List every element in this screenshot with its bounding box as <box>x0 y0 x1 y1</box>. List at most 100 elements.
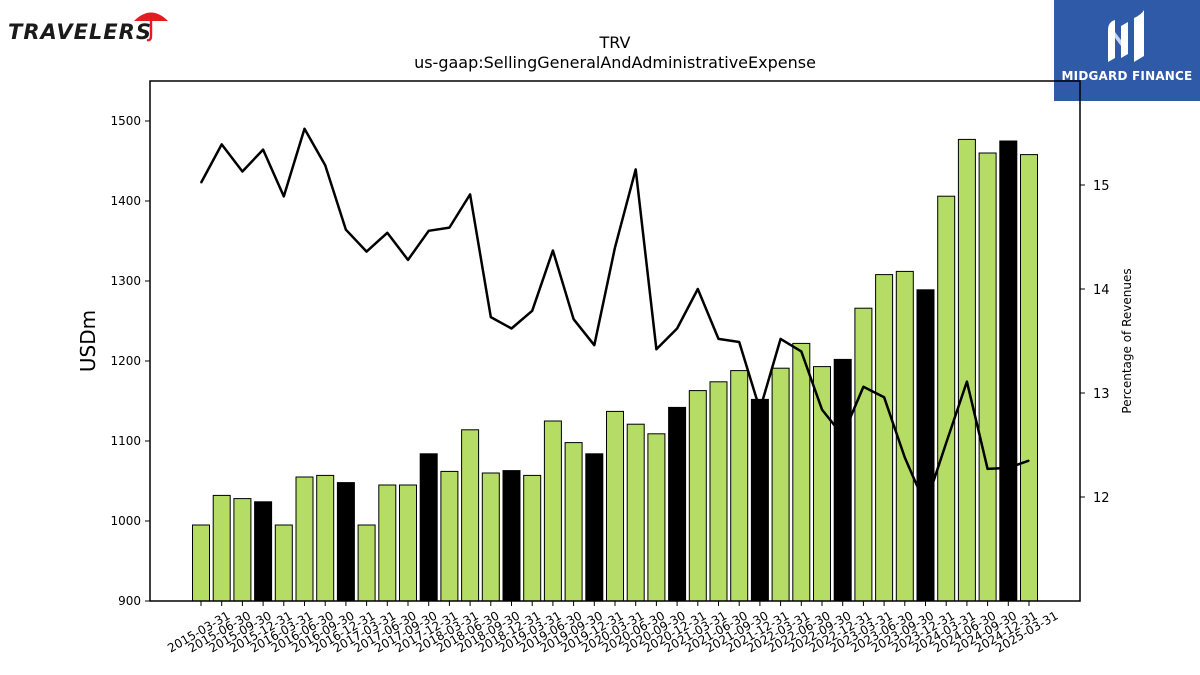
bar-2018-09-30 <box>481 472 500 602</box>
line-point-2022-03-31 <box>780 338 782 340</box>
line-point-2022-06-30 <box>800 350 802 352</box>
y-tick-label: 1000 <box>110 514 141 528</box>
bar-2016-06-30 <box>295 476 314 602</box>
bar-2023-06-30 <box>875 274 894 602</box>
bar-2023-03-31 <box>854 307 873 602</box>
bar-2016-03-31 <box>274 524 293 602</box>
line-point-2023-06-30 <box>883 396 885 398</box>
line-point-2018-12-31 <box>510 327 513 330</box>
bar-2018-03-31 <box>440 470 459 602</box>
line-point-2016-03-31 <box>283 195 285 198</box>
bar-2017-06-30 <box>378 484 397 602</box>
bar-2019-12-31 <box>585 453 604 602</box>
y-tick-label: 1100 <box>110 434 141 448</box>
y2-axis-label: Percentage of Revenues <box>1120 268 1134 413</box>
bar-2022-09-30 <box>813 366 831 602</box>
bar-2019-06-30 <box>543 420 562 602</box>
bar-2025-03-31 <box>1020 154 1038 602</box>
bar-2019-03-31 <box>523 474 542 602</box>
line-point-2024-03-31 <box>945 442 947 444</box>
line-point-2020-03-31 <box>614 246 616 248</box>
bar-2015-06-30 <box>212 494 231 602</box>
bar-2020-12-31 <box>668 406 687 602</box>
line-point-2016-09-30 <box>324 164 326 166</box>
line-point-2021-09-30 <box>738 341 740 343</box>
bar-2015-03-31 <box>192 524 210 602</box>
line-point-2019-09-30 <box>573 318 575 320</box>
line-point-2024-06-30 <box>966 380 968 383</box>
bars <box>192 138 1038 602</box>
y2-tick-label: 12 <box>1093 491 1110 506</box>
y-tick-label: 1200 <box>110 354 141 368</box>
bar-2016-09-30 <box>316 474 335 602</box>
line-point-2018-09-30 <box>490 316 492 318</box>
line-point-2021-03-31 <box>697 288 699 290</box>
bar-2023-12-31 <box>916 289 935 602</box>
line-point-2021-06-30 <box>717 338 720 340</box>
line-point-2015-12-31 <box>262 149 264 151</box>
line-point-2025-03-31 <box>1028 460 1030 462</box>
bar-2019-09-30 <box>564 442 583 602</box>
bar-2020-03-31 <box>606 410 624 602</box>
bar-2021-03-31 <box>688 390 707 602</box>
line-point-2017-12-31 <box>428 230 430 232</box>
y-tick-label: 900 <box>118 594 141 608</box>
bar-2021-06-30 <box>709 381 728 602</box>
travelers-logo: TRAVELERS <box>8 6 178 46</box>
line-point-2015-06-30 <box>221 143 223 146</box>
line-point-2023-03-31 <box>862 386 865 388</box>
line-point-2021-12-31 <box>759 409 761 411</box>
line-point-2023-09-30 <box>904 456 906 459</box>
bar-2018-12-31 <box>502 470 521 602</box>
line-point-2018-06-30 <box>469 193 471 195</box>
line-series <box>199 127 1030 507</box>
bar-2024-09-30 <box>978 152 997 602</box>
line-point-2017-03-31 <box>366 250 368 253</box>
line-point-2020-06-30 <box>635 168 637 170</box>
umbrella-icon <box>134 12 168 42</box>
line-point-2015-03-31 <box>200 182 202 184</box>
bar-2024-06-30 <box>957 138 976 602</box>
y-axis: 900 1000 1100 1200 1300 1400 1500 <box>110 114 150 608</box>
bar-2017-09-30 <box>399 484 417 602</box>
bar-2016-12-31 <box>336 482 355 602</box>
travelers-wordmark: TRAVELERS <box>8 20 152 44</box>
line-point-2020-09-30 <box>655 348 658 350</box>
line-point-2018-03-31 <box>448 227 450 229</box>
y2-tick-label: 14 <box>1093 283 1110 298</box>
line-point-2022-12-31 <box>842 435 844 437</box>
midgard-finance-wordmark: MIDGARD FINANCE <box>1061 69 1193 83</box>
y-tick-label: 1400 <box>110 194 141 208</box>
line-point-2019-03-31 <box>531 310 533 312</box>
chart-subtitle: us-gaap:SellingGeneralAndAdministrativeE… <box>414 53 816 72</box>
bar-2023-09-30 <box>895 270 914 602</box>
bar-2020-09-30 <box>647 433 666 602</box>
bar-2020-06-30 <box>626 423 645 602</box>
line-point-2020-12-31 <box>676 327 678 330</box>
line-point-2017-06-30 <box>386 232 388 234</box>
line-point-2024-09-30 <box>987 468 989 470</box>
line-point-2015-09-30 <box>241 170 243 173</box>
bar-2018-06-30 <box>461 429 480 602</box>
midgard-monogram-icon <box>1108 10 1144 62</box>
y-tick-label: 1500 <box>110 114 141 128</box>
line-point-2024-12-31 <box>1007 467 1009 469</box>
y2-axis: 12 13 14 15 <box>1080 179 1110 506</box>
line-point-2023-12-31 <box>924 504 927 506</box>
bar-2022-12-31 <box>833 358 852 602</box>
y-axis-label: USDm <box>76 310 100 372</box>
line-point-2022-09-30 <box>821 409 823 411</box>
bar-2017-12-31 <box>419 453 438 602</box>
y2-tick-label: 13 <box>1093 387 1110 402</box>
line-point-2016-12-31 <box>345 229 347 231</box>
bar-2021-09-30 <box>730 370 749 602</box>
bar-2024-03-31 <box>937 195 956 602</box>
bar-2015-09-30 <box>233 498 252 602</box>
y-tick-label: 1300 <box>110 274 141 288</box>
bar-2015-12-31 <box>254 501 273 602</box>
line-point-2019-12-31 <box>593 344 595 346</box>
line-point-2017-09-30 <box>407 259 409 261</box>
bar-2022-03-31 <box>771 367 790 602</box>
line-point-2019-06-30 <box>552 249 554 252</box>
